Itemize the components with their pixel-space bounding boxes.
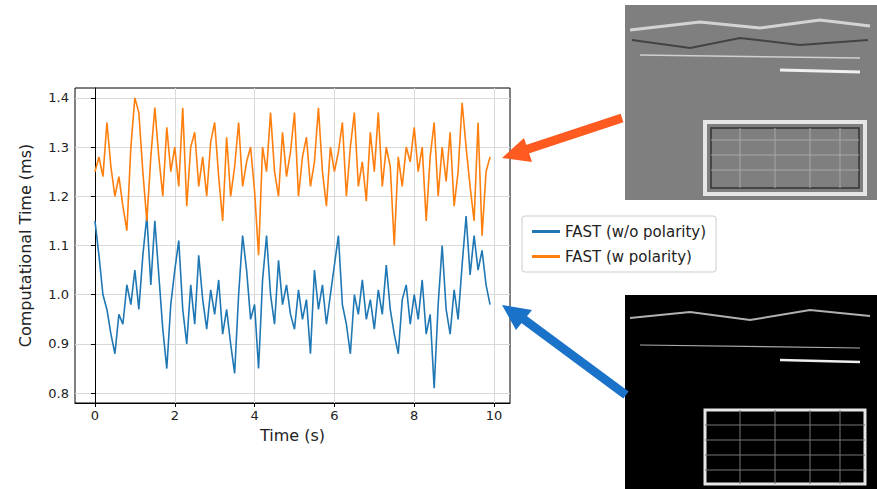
svg-text:1.1: 1.1: [48, 238, 69, 253]
svg-text:0: 0: [91, 408, 99, 423]
svg-text:1.0: 1.0: [48, 287, 69, 302]
svg-text:Computational Time (ms): Computational Time (ms): [16, 144, 35, 348]
svg-text:8: 8: [410, 408, 418, 423]
svg-text:1.4: 1.4: [48, 90, 69, 105]
svg-text:FAST (w/o polarity): FAST (w/o polarity): [565, 223, 706, 241]
svg-text:1.2: 1.2: [48, 189, 69, 204]
svg-text:0.8: 0.8: [48, 386, 69, 401]
svg-text:2: 2: [171, 408, 179, 423]
svg-text:0.9: 0.9: [48, 336, 69, 351]
svg-text:FAST (w polarity): FAST (w polarity): [565, 248, 692, 266]
svg-text:6: 6: [330, 408, 338, 423]
svg-text:4: 4: [250, 408, 258, 423]
svg-text:10: 10: [486, 408, 503, 423]
svg-text:1.3: 1.3: [48, 140, 69, 155]
svg-text:Time (s): Time (s): [259, 426, 325, 445]
